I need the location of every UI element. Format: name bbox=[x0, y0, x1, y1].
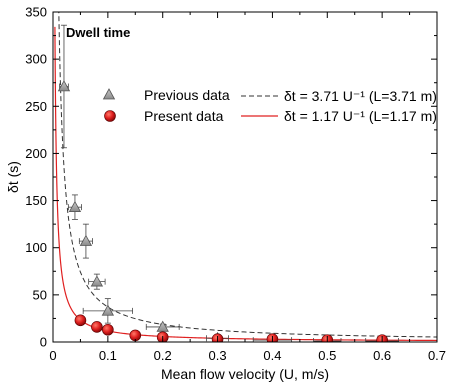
y-tick-label: 150 bbox=[25, 193, 47, 208]
present-data-point bbox=[102, 323, 114, 336]
previous-data-point bbox=[79, 234, 93, 246]
legend-label-present: Present data bbox=[144, 108, 224, 124]
fit-curve-present bbox=[54, 26, 437, 342]
legend-item-previous: Previous data bbox=[102, 87, 230, 103]
legend-label-fit-previous: δt = 3.71 U⁻¹ (L=3.71 m) bbox=[284, 88, 437, 104]
fit-curve-previous bbox=[58, 12, 437, 338]
x-tick-label: 0.4 bbox=[263, 348, 281, 363]
plot-frame bbox=[52, 11, 438, 343]
legend-triangle-marker bbox=[102, 88, 116, 100]
previous-data-point bbox=[101, 304, 115, 316]
chart-annotation: Dwell time bbox=[66, 25, 130, 40]
y-tick-label: 350 bbox=[25, 5, 47, 20]
legend-item-fit-present: δt = 1.17 U⁻¹ (L=1.17 m) bbox=[241, 108, 437, 124]
present-data-point bbox=[91, 321, 103, 333]
x-tick-label: 0.5 bbox=[318, 348, 336, 363]
y-tick-label: 100 bbox=[25, 240, 47, 255]
legend-label-fit-present: δt = 1.17 U⁻¹ (L=1.17 m) bbox=[284, 108, 437, 124]
previous-data-point bbox=[90, 275, 104, 287]
x-tick-label: 0.2 bbox=[154, 348, 172, 363]
previous-data-point bbox=[68, 200, 82, 212]
x-tick-label: 0.1 bbox=[99, 348, 117, 363]
legend-item-present: Present data bbox=[104, 108, 224, 124]
legend-label-previous: Previous data bbox=[144, 87, 230, 103]
x-tick-label: 0 bbox=[49, 348, 56, 363]
legend-circle-marker bbox=[104, 110, 116, 122]
x-axis-label: Mean flow velocity (U, m/s) bbox=[161, 366, 329, 382]
y-axis-label: δt (s) bbox=[5, 161, 21, 193]
y-tick-label: 0 bbox=[40, 335, 47, 350]
previous-data-point bbox=[156, 320, 169, 332]
x-tick-label: 0.6 bbox=[373, 348, 391, 363]
previous-data-point bbox=[57, 80, 71, 92]
present-data-point bbox=[74, 314, 87, 327]
x-tick-label: 0.7 bbox=[428, 348, 446, 363]
y-tick-label: 250 bbox=[25, 99, 47, 114]
y-tick-label: 200 bbox=[25, 146, 47, 161]
y-tick-label: 300 bbox=[25, 52, 47, 67]
y-tick-label: 50 bbox=[33, 287, 47, 302]
x-tick-label: 0.3 bbox=[209, 348, 227, 363]
legend: Previous data Present data δt = 3.71 U⁻¹… bbox=[102, 87, 437, 124]
legend-item-fit-previous: δt = 3.71 U⁻¹ (L=3.71 m) bbox=[241, 88, 437, 104]
